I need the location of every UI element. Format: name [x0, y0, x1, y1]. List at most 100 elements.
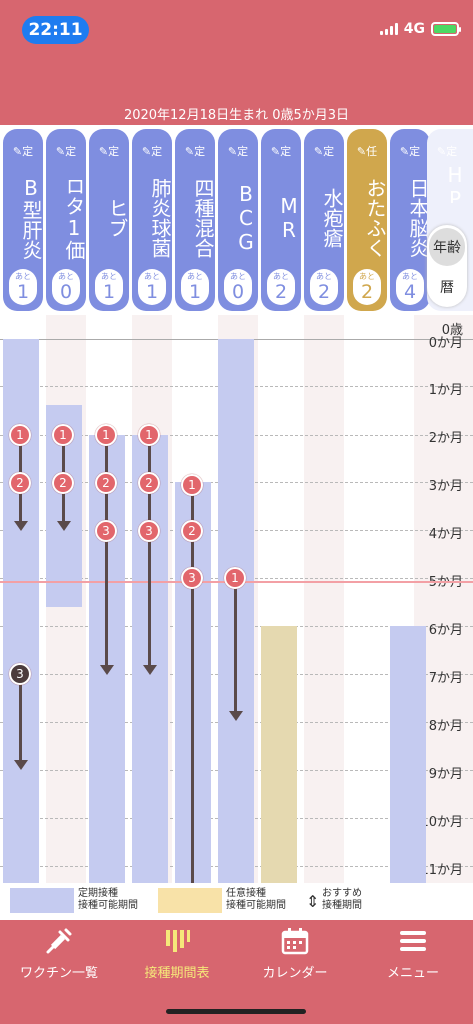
- dose-marker[interactable]: 3: [9, 663, 31, 685]
- month-label: 0か月: [428, 336, 463, 351]
- month-label: 6か月: [428, 623, 463, 638]
- vaccine-type-icon: ✎定: [313, 145, 335, 158]
- age-label: 0歳: [441, 323, 463, 338]
- chart-bars-icon: [166, 930, 190, 952]
- dose-marker[interactable]: 2: [95, 472, 117, 494]
- month-label: 4か月: [428, 527, 463, 542]
- vaccine-column-mr[interactable]: ✎定 MR あと 2: [261, 129, 301, 311]
- syringe-icon: [46, 928, 72, 954]
- vaccine-type-icon: ✎定: [184, 145, 206, 158]
- vaccine-name: BCG: [234, 182, 258, 254]
- month-label: 2か月: [428, 431, 463, 446]
- month-label: 11か月: [420, 863, 463, 878]
- vaccine-type-icon: ✎定: [55, 145, 77, 158]
- vaccine-column-dpt-ipv[interactable]: ✎定 四種混合 あと 1: [175, 129, 215, 311]
- arrow-head: [14, 521, 28, 531]
- tab-menu[interactable]: メニュー: [354, 920, 472, 990]
- arrow-head: [229, 711, 243, 721]
- month-label: 1か月: [428, 383, 463, 398]
- home-indicator[interactable]: [166, 1009, 306, 1014]
- recommend-arrow: [191, 485, 194, 883]
- vaccine-columns: ✎定 B型肝炎 あと 1 ✎定 ロタ1価 あと 0 ✎定 ヒブ あと 1 ✎定 肺炎球…: [0, 125, 473, 315]
- arrow-head: [57, 521, 71, 531]
- vaccine-column-pneumococcal[interactable]: ✎定 肺炎球菌 あと 1: [132, 129, 172, 311]
- vaccine-name: MR: [277, 194, 301, 242]
- age-calendar-toggle[interactable]: 年齢 暦: [427, 225, 467, 307]
- header: 22:11 4G 2020年12月18日生まれ 0歳5か月3日: [0, 0, 473, 125]
- vaccine-column-varicella[interactable]: ✎定 水疱瘡 あと 2: [304, 129, 344, 311]
- arrow-head: [100, 665, 114, 675]
- status-time: 22:11: [22, 16, 89, 44]
- dose-marker[interactable]: 1: [181, 474, 203, 496]
- month-label: 3か月: [428, 479, 463, 494]
- legend: 定期接種 接種可能期間 任意接種 接種可能期間 ⇕ おすすめ 接種期間: [0, 883, 473, 920]
- dose-marker[interactable]: 1: [224, 567, 246, 589]
- vaccine-column-japanese-encephalitis[interactable]: ✎定 日本脳炎 あと 4: [390, 129, 430, 311]
- vaccine-name: 水疱瘡: [320, 188, 344, 248]
- legend-recommend-text: おすすめ 接種期間: [322, 888, 362, 911]
- dose-marker[interactable]: 2: [52, 472, 74, 494]
- remaining-badge: あと 0: [224, 269, 252, 305]
- arrow-head: [14, 760, 28, 770]
- tab-label: ワクチン一覧: [19, 966, 98, 981]
- month-label: 7か月: [428, 671, 463, 686]
- month-label: 10か月: [420, 815, 463, 830]
- recommend-arrow-icon: ⇕: [306, 892, 320, 911]
- dose-marker[interactable]: 2: [138, 472, 160, 494]
- vaccine-name: 四種混合: [191, 178, 215, 258]
- dose-marker[interactable]: 3: [181, 567, 203, 589]
- remaining-badge: あと 1: [95, 269, 123, 305]
- toggle-calendar[interactable]: 暦: [440, 280, 454, 296]
- period-bar-mr: [261, 626, 297, 883]
- dose-marker[interactable]: 1: [138, 424, 160, 446]
- vaccine-name: ヒブ: [105, 198, 129, 238]
- tab-bar: ワクチン一覧 接種期間表 カレンダー メニュー: [0, 920, 473, 1024]
- legend-regular-text: 定期接種 接種可能期間: [78, 888, 138, 911]
- vaccine-name: おたふく: [363, 178, 387, 258]
- dose-marker[interactable]: 1: [9, 424, 31, 446]
- calendar-icon: [281, 928, 309, 955]
- vaccine-type-icon: ✎定: [270, 145, 292, 158]
- status-indicators: 4G: [379, 21, 461, 37]
- tab-label: カレンダー: [262, 966, 328, 981]
- recommend-arrow: [234, 578, 237, 713]
- remaining-badge: あと 0: [52, 269, 80, 305]
- tab-label: メニュー: [386, 966, 439, 981]
- vaccine-name: B型肝炎: [19, 176, 43, 260]
- legend-optional-swatch: [158, 888, 222, 913]
- tab-vaccine-list[interactable]: ワクチン一覧: [0, 920, 118, 990]
- dose-marker[interactable]: 2: [181, 520, 203, 542]
- vaccine-column-bcg[interactable]: ✎定 BCG あと 0: [218, 129, 258, 311]
- birth-info: 2020年12月18日生まれ 0歳5か月3日: [123, 108, 350, 123]
- vaccine-name: 日本脳炎: [406, 178, 430, 258]
- toggle-age[interactable]: 年齢: [429, 228, 465, 266]
- dose-marker[interactable]: 3: [95, 520, 117, 542]
- vaccine-column-rota[interactable]: ✎定 ロタ1価 あと 0: [46, 129, 86, 311]
- recommend-arrow: [105, 435, 108, 667]
- dose-marker[interactable]: 1: [52, 424, 74, 446]
- period-bar-japanese-encephalitis: [390, 626, 426, 883]
- vaccine-name: ロタ1価: [62, 176, 86, 260]
- vaccine-type-icon: ✎定: [141, 145, 163, 158]
- dose-marker[interactable]: 2: [9, 472, 31, 494]
- vaccine-column-mumps[interactable]: ✎任 おたふく あと 2: [347, 129, 387, 311]
- recommend-arrow: [19, 674, 22, 762]
- remaining-badge: あと 4: [396, 269, 424, 305]
- vaccine-column-b-hepatitis[interactable]: ✎定 B型肝炎 あと 1: [3, 129, 43, 311]
- network-label: 4G: [403, 21, 425, 37]
- legend-optional-text: 任意接種 接種可能期間: [226, 888, 286, 911]
- column-stripe: [304, 315, 344, 883]
- vaccine-name: HPV: [443, 163, 467, 203]
- vaccine-column-hib[interactable]: ✎定 ヒブ あと 1: [89, 129, 129, 311]
- month-label: 8か月: [428, 719, 463, 734]
- tab-schedule-chart[interactable]: 接種期間表: [118, 920, 236, 990]
- recommend-arrow: [148, 435, 151, 667]
- dose-marker[interactable]: 1: [95, 424, 117, 446]
- remaining-badge: あと 2: [353, 269, 381, 305]
- schedule-chart[interactable]: 0歳 0か月 1か月 2か月 3か月 4か月 5か月 6か月 7か月 8か月 9…: [0, 315, 473, 883]
- menu-icon: [400, 931, 426, 951]
- vaccine-type-icon: ✎定: [227, 145, 249, 158]
- dose-marker[interactable]: 3: [138, 520, 160, 542]
- tab-calendar[interactable]: カレンダー: [236, 920, 354, 990]
- vaccine-type-icon: ✎定: [436, 145, 458, 158]
